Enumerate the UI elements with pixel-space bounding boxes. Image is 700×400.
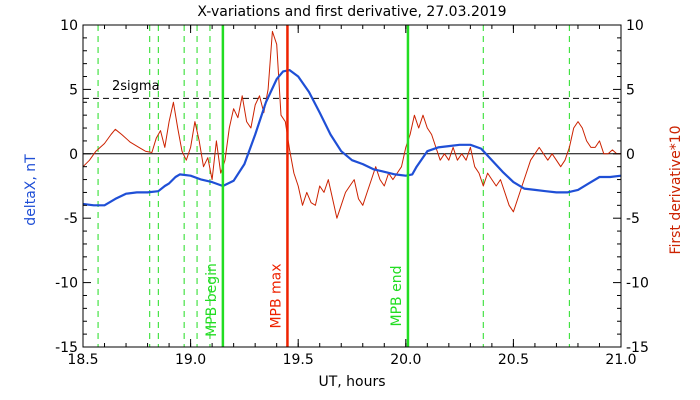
y-axis-right-ticks: -15 -10 -5 0 5 10 — [613, 18, 649, 356]
y-tick-label-left: 10 — [60, 18, 78, 34]
x-axis-label: UT, hours — [318, 374, 385, 390]
x-tick-label: 20.5 — [498, 352, 529, 368]
y-tick-label-right: 5 — [626, 82, 635, 98]
x-tick-label: 21.0 — [605, 352, 636, 368]
y-tick-label-right: 10 — [626, 18, 644, 34]
x-tick-label: 20.0 — [390, 352, 421, 368]
dashed-verticals-layer — [97, 25, 570, 347]
y-tick-label-left: -15 — [55, 340, 78, 356]
marker-label: MPB begin — [204, 263, 220, 337]
y-axis-left-ticks: -15 -10 -5 0 5 10 — [55, 18, 91, 356]
series-derivative-line — [82, 30, 621, 219]
x-tick-label: 19.5 — [283, 352, 314, 368]
y-tick-label-right: -5 — [626, 211, 640, 227]
chart-title: X-variations and first derivative, 27.03… — [197, 4, 506, 20]
y-tick-label-right: 0 — [626, 147, 635, 163]
threshold-label: 2sigma — [112, 79, 160, 94]
y-tick-label-left: 5 — [69, 82, 78, 98]
y-tick-label-right: -10 — [626, 276, 649, 292]
y-axis-left-label: deltaX, nT — [23, 154, 39, 226]
x-tick-label: 18.5 — [67, 352, 98, 368]
markers-layer: MPB begin MPB max MPB end — [204, 25, 410, 347]
y-tick-label-left: 0 — [69, 147, 78, 163]
series-layer — [82, 30, 622, 219]
plot-frame — [82, 24, 622, 348]
y-tick-label-right: -15 — [626, 340, 649, 356]
marker-label: MPB end — [389, 266, 405, 327]
y-axis-right-label: First derivative*10 — [668, 125, 684, 254]
series-deltax-line — [82, 68, 622, 207]
x-axis-ticks: 18.5 19.0 19.5 20.0 20.5 21.0 — [67, 25, 637, 368]
marker-label: MPB max — [268, 263, 284, 328]
y-tick-label-left: -10 — [55, 276, 78, 292]
x-tick-label: 19.0 — [175, 352, 206, 368]
y-tick-label-left: -5 — [64, 211, 78, 227]
